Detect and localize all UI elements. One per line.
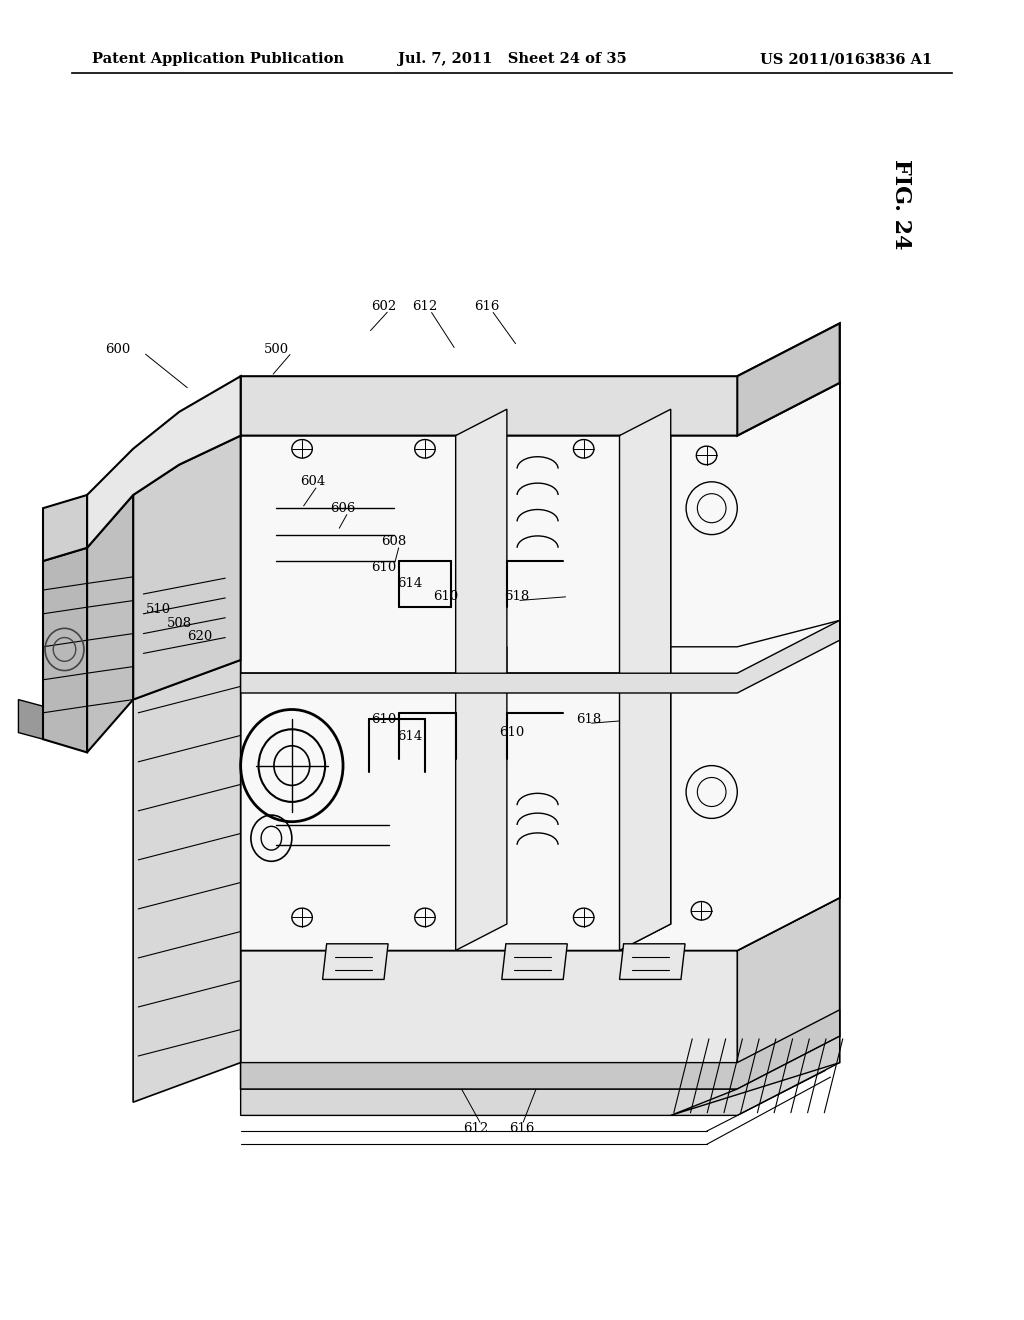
Polygon shape <box>737 898 840 1089</box>
Text: 604: 604 <box>300 475 325 488</box>
Text: 608: 608 <box>382 535 407 548</box>
Text: FIG. 24: FIG. 24 <box>890 160 912 249</box>
Text: 510: 510 <box>146 603 171 616</box>
Text: 612: 612 <box>464 1122 488 1135</box>
Text: 610: 610 <box>372 561 396 574</box>
Text: 610: 610 <box>500 726 524 739</box>
Polygon shape <box>241 647 507 950</box>
Text: 620: 620 <box>187 630 212 643</box>
Polygon shape <box>18 700 43 739</box>
Text: 616: 616 <box>474 300 499 313</box>
Text: 618: 618 <box>577 713 601 726</box>
Polygon shape <box>43 495 87 561</box>
Polygon shape <box>456 409 671 673</box>
Text: 600: 600 <box>105 343 130 356</box>
Polygon shape <box>87 495 133 752</box>
Text: US 2011/0163836 A1: US 2011/0163836 A1 <box>760 53 932 66</box>
Text: Patent Application Publication: Patent Application Publication <box>92 53 344 66</box>
Text: 606: 606 <box>331 502 355 515</box>
Polygon shape <box>737 323 840 436</box>
Text: 610: 610 <box>372 713 396 726</box>
Polygon shape <box>43 548 87 752</box>
Polygon shape <box>737 383 840 950</box>
Polygon shape <box>87 376 241 548</box>
Text: 610: 610 <box>433 590 458 603</box>
Text: 614: 614 <box>397 730 422 743</box>
Polygon shape <box>241 1036 840 1115</box>
Polygon shape <box>241 383 840 950</box>
Polygon shape <box>671 1036 840 1115</box>
Text: 618: 618 <box>505 590 529 603</box>
Text: 602: 602 <box>372 300 396 313</box>
Text: 508: 508 <box>167 616 191 630</box>
Polygon shape <box>620 944 685 979</box>
Text: 500: 500 <box>264 343 289 356</box>
Text: Jul. 7, 2011   Sheet 24 of 35: Jul. 7, 2011 Sheet 24 of 35 <box>397 53 627 66</box>
Text: 616: 616 <box>510 1122 535 1135</box>
Polygon shape <box>241 620 840 693</box>
Polygon shape <box>620 620 840 950</box>
Polygon shape <box>620 409 671 950</box>
Text: 612: 612 <box>413 300 437 313</box>
Polygon shape <box>456 409 507 950</box>
Polygon shape <box>456 647 671 950</box>
Polygon shape <box>133 660 241 1102</box>
Polygon shape <box>241 323 840 436</box>
Polygon shape <box>133 436 241 700</box>
Polygon shape <box>620 383 840 673</box>
Text: 614: 614 <box>397 577 422 590</box>
Polygon shape <box>241 409 507 673</box>
Polygon shape <box>241 898 840 1089</box>
Polygon shape <box>502 944 567 979</box>
Polygon shape <box>241 1010 840 1089</box>
Polygon shape <box>323 944 388 979</box>
